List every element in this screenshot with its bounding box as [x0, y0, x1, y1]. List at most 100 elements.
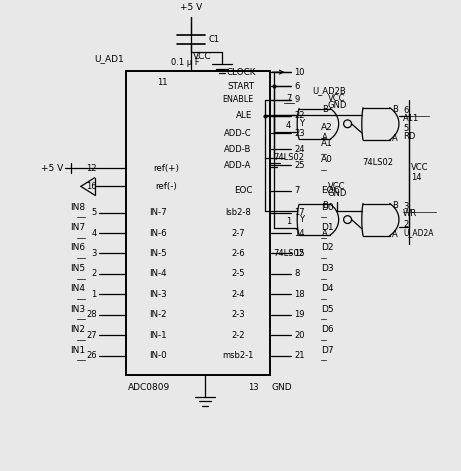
Text: 2-6: 2-6 — [231, 249, 245, 258]
Text: 22: 22 — [294, 111, 305, 120]
Text: CLOCK: CLOCK — [226, 68, 255, 77]
Text: 5: 5 — [403, 124, 408, 133]
Text: A0: A0 — [321, 155, 333, 164]
Text: A: A — [322, 229, 328, 238]
Text: ALE: ALE — [236, 111, 252, 120]
Text: 0.1 μ F: 0.1 μ F — [171, 58, 200, 67]
Text: 20: 20 — [294, 331, 305, 340]
Text: B: B — [322, 201, 328, 210]
Text: GND: GND — [272, 383, 292, 392]
Text: 12: 12 — [86, 163, 97, 172]
Text: Y: Y — [299, 119, 304, 128]
Text: VCC: VCC — [328, 94, 345, 103]
Text: D0: D0 — [321, 203, 333, 211]
Text: 2-5: 2-5 — [231, 269, 245, 278]
Text: 7: 7 — [287, 94, 292, 103]
Text: IN3: IN3 — [70, 305, 85, 314]
Text: 14: 14 — [411, 172, 421, 181]
Text: IN-4: IN-4 — [149, 269, 166, 278]
Text: A11: A11 — [403, 114, 419, 122]
Text: 15: 15 — [294, 249, 305, 258]
Text: EOC: EOC — [321, 187, 340, 195]
Text: 14: 14 — [294, 228, 305, 237]
Text: 18: 18 — [294, 290, 305, 299]
Text: C1: C1 — [208, 35, 219, 44]
Text: ADD-A: ADD-A — [225, 161, 252, 170]
Text: D3: D3 — [321, 264, 333, 273]
Text: 2: 2 — [91, 269, 97, 278]
Text: ref(-): ref(-) — [155, 182, 177, 191]
Text: VCC: VCC — [411, 163, 428, 172]
Text: 13: 13 — [248, 383, 259, 392]
Text: 10: 10 — [294, 68, 305, 77]
Text: D6: D6 — [321, 325, 333, 334]
Text: 25: 25 — [294, 161, 305, 170]
Text: GND: GND — [327, 101, 346, 110]
Text: IN5: IN5 — [70, 264, 85, 273]
Text: IN2: IN2 — [70, 325, 85, 334]
Text: +5 V: +5 V — [41, 163, 63, 172]
Text: 7: 7 — [294, 187, 300, 195]
Text: D7: D7 — [321, 346, 333, 355]
Text: START: START — [227, 82, 254, 91]
Text: 3: 3 — [403, 202, 408, 211]
Text: ADD-C: ADD-C — [224, 129, 252, 138]
Text: ADC0809: ADC0809 — [128, 383, 171, 392]
Text: A2: A2 — [321, 123, 333, 132]
Text: 6: 6 — [403, 106, 408, 115]
Text: 9: 9 — [294, 95, 300, 105]
Text: D4: D4 — [321, 284, 333, 293]
Text: U_AD1: U_AD1 — [95, 54, 124, 63]
Text: 21: 21 — [294, 351, 305, 360]
Text: ref(+): ref(+) — [154, 163, 179, 172]
Text: 16: 16 — [86, 182, 97, 191]
Text: IN6: IN6 — [70, 244, 85, 252]
Text: WR: WR — [403, 209, 417, 218]
Text: B: B — [322, 105, 328, 114]
Text: B: B — [392, 105, 398, 114]
Text: ADD-B: ADD-B — [225, 145, 252, 154]
Text: 74LS02: 74LS02 — [274, 249, 305, 258]
Text: RD: RD — [403, 132, 415, 141]
Text: 28: 28 — [86, 310, 97, 319]
Bar — [126, 71, 270, 375]
Text: IN1: IN1 — [70, 346, 85, 355]
Text: 27: 27 — [86, 331, 97, 340]
Text: 11: 11 — [157, 78, 167, 87]
Text: B: B — [392, 201, 398, 210]
Text: 1: 1 — [91, 290, 97, 299]
Text: 1: 1 — [286, 217, 291, 226]
Text: IN-5: IN-5 — [149, 249, 167, 258]
Text: 26: 26 — [86, 351, 97, 360]
Text: D5: D5 — [321, 305, 333, 314]
Text: A1: A1 — [321, 139, 333, 148]
Text: IN8: IN8 — [70, 203, 85, 211]
Text: 24: 24 — [294, 145, 305, 154]
Text: IN-3: IN-3 — [149, 290, 167, 299]
Text: IN-2: IN-2 — [149, 310, 166, 319]
Text: 8: 8 — [294, 269, 300, 278]
Text: VCC: VCC — [193, 52, 211, 61]
Text: IN4: IN4 — [70, 284, 85, 293]
Text: D2: D2 — [321, 244, 333, 252]
Text: 4: 4 — [286, 121, 291, 130]
Text: +5 V: +5 V — [180, 2, 202, 12]
Text: 2-3: 2-3 — [231, 310, 245, 319]
Text: GND: GND — [327, 189, 346, 198]
Text: A: A — [392, 229, 398, 239]
Text: IN-6: IN-6 — [149, 228, 166, 237]
Text: EOC: EOC — [235, 187, 253, 195]
Text: 2-7: 2-7 — [231, 228, 245, 237]
Text: ENABLE: ENABLE — [222, 95, 254, 105]
Text: 17: 17 — [294, 208, 305, 217]
Text: 5: 5 — [91, 208, 97, 217]
Text: 74LS02: 74LS02 — [274, 153, 305, 162]
Text: U_AD2B: U_AD2B — [312, 86, 346, 95]
Text: VCC: VCC — [328, 181, 345, 191]
Text: 2: 2 — [403, 220, 408, 229]
Text: 6: 6 — [294, 82, 300, 91]
Text: IN-7: IN-7 — [149, 208, 167, 217]
Text: IN-1: IN-1 — [149, 331, 166, 340]
Text: 2-4: 2-4 — [231, 290, 245, 299]
Text: IN-0: IN-0 — [149, 351, 167, 360]
